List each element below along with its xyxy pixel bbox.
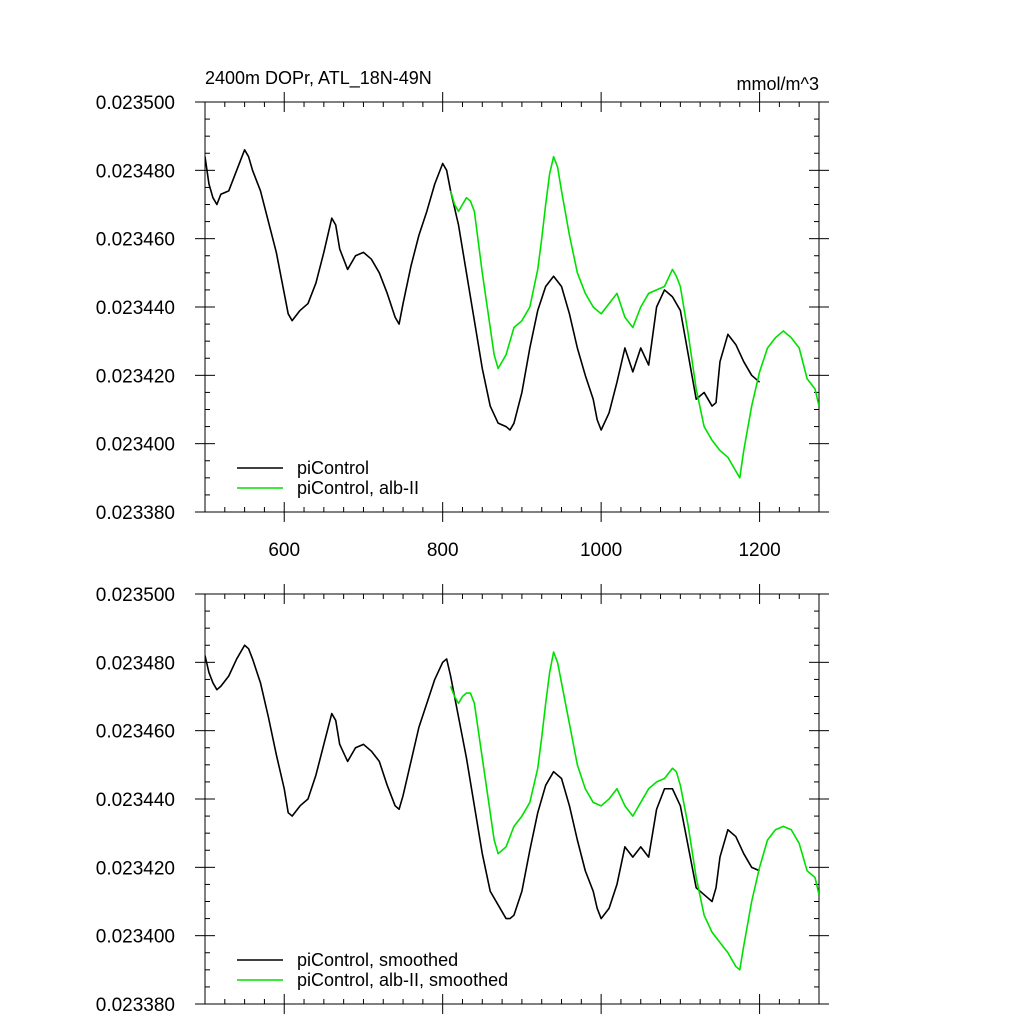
y-tick-label: 0.023380 <box>96 503 175 524</box>
plot-frame <box>204 593 820 1005</box>
y-tick-label: 0.023460 <box>96 722 175 743</box>
legend-label-0: piControl <box>297 458 369 478</box>
y-tick-label: 0.023500 <box>96 585 175 606</box>
chart-units: mmol/m^3 <box>737 74 819 94</box>
y-tick-label: 0.023420 <box>96 366 175 387</box>
y-tick-label: 0.023420 <box>96 858 175 879</box>
y-tick-label: 0.023380 <box>96 995 175 1016</box>
legend-label-0: piControl, smoothed <box>297 950 458 970</box>
y-tick-label: 0.023460 <box>96 230 175 251</box>
plot-frame <box>204 101 820 513</box>
y-tick-label: 0.023440 <box>96 298 175 319</box>
y-tick-label: 0.023480 <box>96 653 175 674</box>
x-tick-label: 1000 <box>580 540 622 561</box>
top-panel: 600 800 1000 1200 0.023380 0.023400 0.023420 0.… <box>96 68 829 561</box>
series-line-0 <box>205 149 761 431</box>
x-tick-label: 600 <box>268 540 300 561</box>
y-tick-label: 0.023400 <box>96 435 175 456</box>
series-line-0 <box>205 644 760 920</box>
legend-label-1: piControl, alb-II, smoothed <box>297 970 508 990</box>
x-tick-label: 800 <box>427 540 459 561</box>
y-tick-label: 0.023400 <box>96 927 175 948</box>
legend-label-1: piControl, alb-II <box>297 478 419 498</box>
x-tick-label: 1200 <box>738 540 780 561</box>
series-line-1 <box>449 651 819 971</box>
y-tick-label: 0.023440 <box>96 790 175 811</box>
series-line-1 <box>449 155 819 479</box>
y-tick-label: 0.023480 <box>96 161 175 182</box>
bottom-panel: 0.023380 0.023400 0.023420 0.023440 0.023460… <box>96 584 829 1016</box>
y-tick-label: 0.023500 <box>96 93 175 114</box>
chart-title: 2400m DOPr, ATL_18N-49N <box>205 68 432 89</box>
